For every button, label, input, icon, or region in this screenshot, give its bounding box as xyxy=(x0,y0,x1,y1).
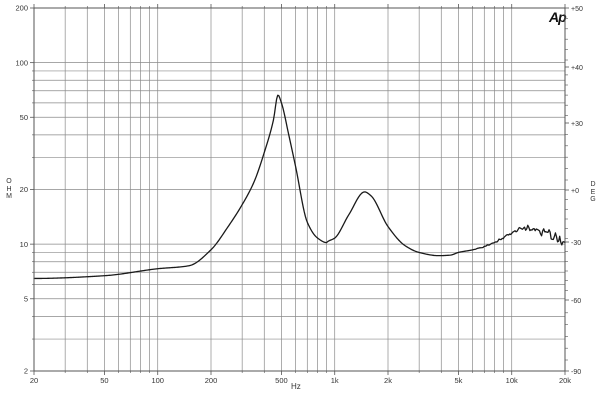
svg-text:50: 50 xyxy=(20,113,28,122)
svg-text:5k: 5k xyxy=(454,376,462,385)
svg-text:+50: +50 xyxy=(571,6,583,13)
svg-text:100: 100 xyxy=(15,58,28,67)
svg-text:-30: -30 xyxy=(571,240,581,247)
svg-text:+0: +0 xyxy=(571,188,579,195)
svg-text:+30: +30 xyxy=(571,121,583,128)
svg-text:-90: -90 xyxy=(571,369,581,376)
svg-text:-60: -60 xyxy=(571,298,581,305)
svg-text:200: 200 xyxy=(205,376,218,385)
svg-text:1k: 1k xyxy=(331,376,339,385)
svg-text:20: 20 xyxy=(20,185,28,194)
svg-text:100: 100 xyxy=(151,376,164,385)
svg-text:2k: 2k xyxy=(384,376,392,385)
svg-text:500: 500 xyxy=(275,376,288,385)
svg-text:50: 50 xyxy=(100,376,108,385)
svg-text:10: 10 xyxy=(20,240,28,249)
svg-text:+40: +40 xyxy=(571,65,583,72)
svg-text:5: 5 xyxy=(24,294,28,303)
svg-text:20: 20 xyxy=(30,376,38,385)
svg-text:200: 200 xyxy=(15,4,28,13)
svg-text:10k: 10k xyxy=(506,376,518,385)
svg-text:2: 2 xyxy=(24,367,28,376)
svg-text:20k: 20k xyxy=(559,376,571,385)
